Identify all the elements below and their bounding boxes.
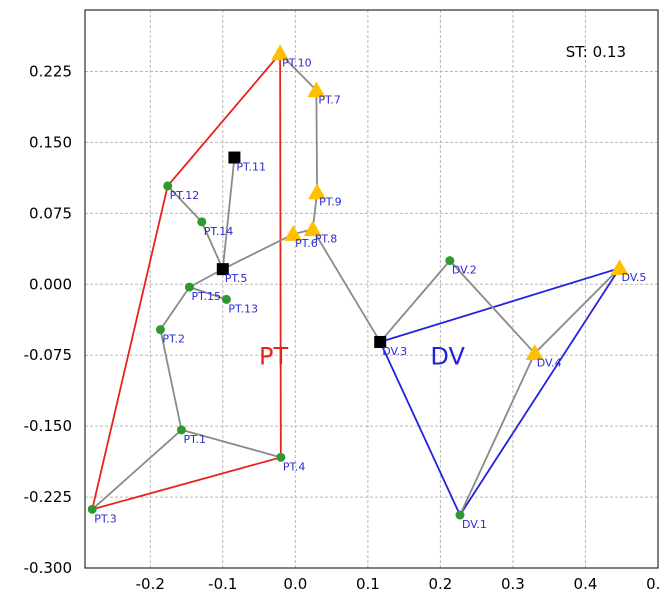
point-label: PT.1 [183,433,206,446]
edge [221,157,236,270]
point-dv2 [445,256,455,266]
x-tick-label: 0.1 [356,575,380,593]
point-labels: PT.1 PT.2 PT.3 PT.4 PT.5 PT.6 PT.7 PT.8 PT.9 PT.1… [94,57,646,532]
edge [167,185,203,223]
y-tick-label: -0.225 [24,488,72,506]
point-label: PT.10 [282,57,312,70]
point-pt4 [276,452,286,462]
point-label: PT.12 [170,189,200,202]
y-tick-label: -0.075 [24,346,72,364]
point-pt10 [271,44,290,61]
y-tick-label: -0.300 [24,559,72,577]
point-dv3 [374,335,387,348]
edge [159,286,191,331]
point-label: PT.9 [319,196,342,209]
point-pt12 [163,181,173,191]
y-tick-label: 0.075 [29,204,72,222]
x-tick-label: -0.1 [208,575,237,593]
point-label: PT.5 [225,272,248,285]
point-pt14 [197,217,207,227]
x-tick-label: 0.2 [428,575,452,593]
edge [449,260,536,354]
x-tick-label: 0.3 [501,575,525,593]
x-tick-label: 0.4 [574,575,598,593]
point-label: DV.2 [452,264,477,277]
point-pt9 [308,183,327,200]
edge [459,352,536,516]
point-pt6 [284,225,303,241]
point-pt15 [184,282,194,292]
edge [159,329,183,431]
grid [85,10,658,568]
point-label: PT.8 [315,232,338,245]
edge [189,286,227,301]
point-label: PT.7 [318,93,341,106]
point-pt1 [176,425,186,435]
point-dv1 [455,510,465,520]
point-pt2 [155,325,165,335]
edge [311,228,381,343]
edge [315,90,319,193]
point-label: PT.4 [283,460,306,473]
edge [91,429,183,511]
point-label: DV.3 [382,345,407,358]
point-label: DV.1 [462,518,487,531]
group-label-dv: DV [430,343,465,371]
point-pt11 [228,151,241,164]
edge [200,221,224,270]
point-pt13 [221,294,231,304]
point-pt5 [216,263,229,276]
stat-label: ST: 0.13 [566,43,626,61]
x-tick-label: -0.2 [136,575,165,593]
point-pt8 [303,220,322,237]
edge [379,260,451,343]
point-pt7 [307,81,326,98]
point-dv4 [525,344,544,361]
plot-frame [84,9,659,569]
point-label: DV.5 [622,271,647,284]
point-label: PT.6 [295,237,318,250]
point-label: PT.14 [204,225,234,238]
point-label: PT.13 [228,302,258,315]
point-label: PT.2 [162,333,185,346]
point-pt3 [87,504,97,514]
point-label: PT.15 [191,290,221,303]
data-points [87,44,629,520]
y-tick-label: 0.000 [29,275,72,293]
group-labels: PT DV [259,343,465,371]
edge [181,429,282,459]
x-axis-ticks: -0.2 -0.1 0.0 0.1 0.2 0.3 0.4 0.5 [136,575,659,593]
y-tick-label: 0.150 [29,133,72,151]
y-tick-label: -0.150 [24,417,72,435]
point-label: PT.3 [94,512,117,525]
point-dv5 [610,259,629,275]
y-tick-label: 0.225 [29,62,72,80]
y-axis-ticks: 0.225 0.150 0.075 0.000 -0.075 -0.150 -0.225 -0… [24,62,72,577]
point-label: DV.4 [537,356,562,369]
hull-dv [378,266,622,517]
group-label-pt: PT [259,343,288,371]
x-tick-label: 0.5 [646,575,659,593]
x-tick-label: 0.0 [283,575,307,593]
edge [534,267,621,354]
edge [222,233,294,270]
point-label: PT.11 [236,161,266,174]
